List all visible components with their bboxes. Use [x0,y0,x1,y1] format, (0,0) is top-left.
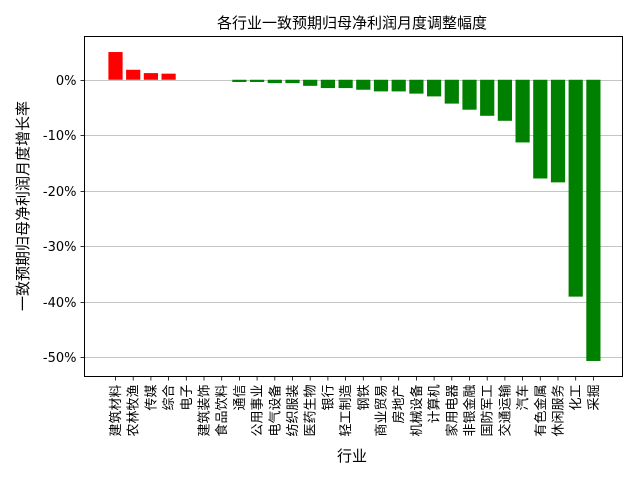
bar [533,79,548,179]
x-tick-label: 轻工制造 [339,385,354,437]
x-tick-label: 通信 [233,385,248,411]
x-tick-label: 国防军工 [480,385,496,437]
x-tick-label: 交通运输 [497,385,513,437]
bar [320,79,335,89]
bar [568,79,583,297]
x-tick-label: 非银金融 [462,385,478,437]
bar [409,79,424,94]
x-axis: 建筑材料 农林牧渔 传媒 综合 电子 建筑装饰 食品饮料 通信 公用事业 电气设备 纺织服装 医药生物… [108,376,602,437]
bar [373,79,389,92]
x-tick-label: 综合 [162,385,177,411]
y-tick-label: -50% [43,351,77,366]
y-tick-label: -20% [43,185,77,200]
x-tick-label: 公用事业 [251,385,266,437]
bar-series [108,52,601,361]
bar [356,79,371,90]
y-tick-label: 0% [56,74,77,89]
x-tick-label: 食品饮料 [214,385,230,437]
y-tick-label: -40% [43,296,77,311]
x-tick-label: 纺织服装 [286,385,301,437]
x-tick-label: 化工 [569,385,584,411]
bar [126,69,141,80]
grid-lines [84,80,623,358]
bar [143,73,158,80]
x-tick-label: 机械设备 [409,385,425,437]
bar [444,79,459,104]
bar [391,79,406,92]
x-tick-label: 建筑装饰 [197,385,213,437]
y-tick-label: -10% [43,129,77,144]
y-tick-label: -30% [43,240,77,255]
x-tick-label: 银行 [321,385,336,411]
x-tick-label: 汽车 [515,385,531,411]
x-tick-label: 钢铁 [357,385,372,411]
x-axis-title: 行业 [337,447,367,465]
x-tick-label: 有色金属 [533,385,549,437]
x-tick-label: 采掘 [587,385,602,411]
x-tick-label: 计算机 [428,385,443,424]
bar [515,79,530,143]
bar [161,73,176,80]
bar [338,79,353,89]
bar [303,79,318,86]
y-axis: 0% -10% -20% -30% -40% -50% [43,74,85,366]
x-tick-label: 房地产 [391,385,407,424]
x-tick-label: 传媒 [144,385,159,411]
bar [462,79,477,110]
bar [480,79,495,116]
bar [586,79,601,361]
x-tick-label: 医药生物 [304,385,319,437]
bar [550,79,566,183]
chart-title: 各行业一致预期归母净利润月度调整幅度 [217,14,487,32]
x-tick-label: 家用电器 [444,385,460,437]
x-tick-label: 电气设备 [267,385,283,437]
x-tick-label: 农林牧渔 [127,385,142,437]
bar [427,79,442,97]
bar [267,79,282,84]
bar [497,79,512,121]
x-tick-label: 建筑材料 [108,385,124,437]
bar [232,79,247,82]
bar [250,79,265,82]
x-tick-label: 休闲服务 [551,385,567,437]
plot-frame [84,36,623,377]
bar [108,52,123,80]
x-tick-label: 电子 [180,385,195,411]
bar [285,79,300,84]
y-axis-title: 一致预期归母净利润月度增长率 [14,101,32,311]
x-tick-label: 商业贸易 [375,385,390,437]
